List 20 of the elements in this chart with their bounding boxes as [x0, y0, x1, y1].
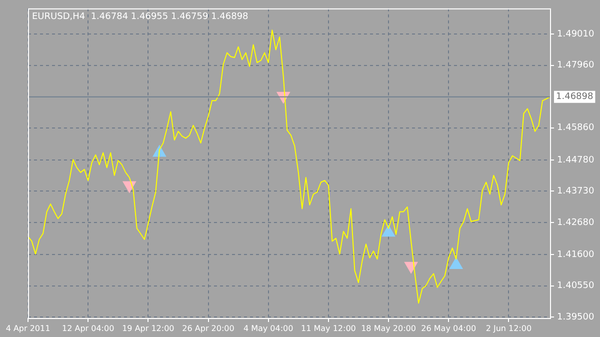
x-tick-label: 19 Apr 12:00: [122, 324, 174, 333]
x-tick-label: 26 May 04:00: [421, 324, 476, 333]
y-tick-label: 1.44780: [557, 155, 594, 166]
ref-line-label: 1.46898: [556, 92, 594, 102]
x-tick-label: 4 May 04:00: [243, 324, 294, 333]
chart-title: EURUSD,H4 1.46784 1.46955 1.46759 1.46898: [32, 12, 249, 22]
x-tick-label: 12 Apr 04:00: [62, 324, 114, 333]
y-tick-label: 1.39500: [557, 312, 594, 322]
x-tick-label: 26 Apr 20:00: [182, 324, 234, 333]
y-tick-label: 1.40550: [557, 281, 594, 292]
y-tick-label: 1.43730: [557, 186, 594, 197]
y-tick-label: 1.49010: [557, 29, 594, 40]
x-tick-label: 18 May 20:00: [361, 324, 416, 333]
y-tick-label: 1.47960: [557, 60, 594, 71]
x-tick-label: 4 Apr 2011: [6, 324, 50, 333]
y-tick-label: 1.41600: [557, 250, 594, 260]
x-tick-label: 11 May 12:00: [301, 324, 356, 333]
y-tick-label: 1.45860: [557, 123, 594, 134]
y-tick-label: 1.42680: [557, 218, 594, 228]
x-tick-label: 2 Jun 12:00: [486, 324, 532, 333]
